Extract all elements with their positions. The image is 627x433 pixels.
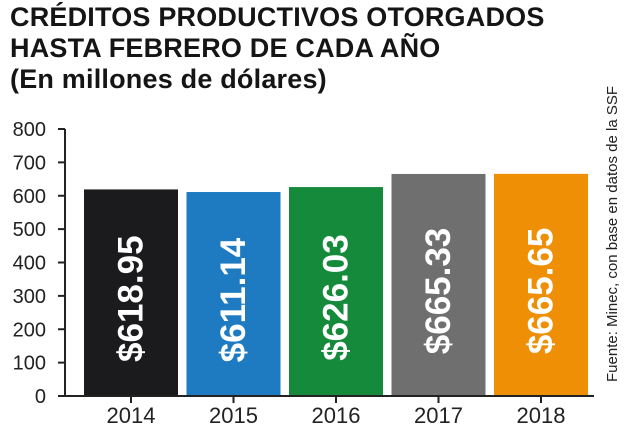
y-tick-label: 500 — [13, 219, 46, 241]
bar-value-label: $618.95 — [112, 235, 151, 362]
bar-value-label: $626.03 — [317, 234, 356, 361]
y-tick-label: 400 — [13, 253, 46, 275]
title-line-1: CRÉDITOS PRODUCTIVOS OTORGADOS — [10, 2, 545, 32]
bar-2018 — [494, 173, 588, 396]
bar-2015 — [186, 192, 281, 396]
bar-2014 — [84, 189, 178, 396]
x-axis: 2014 2015 2016 2017 2018 — [58, 395, 594, 428]
x-category-label: 2017 — [414, 403, 463, 428]
x-category-label: 2014 — [107, 403, 156, 428]
y-axis: 0 100 200 300 400 500 600 700 800 — [13, 119, 66, 408]
title-line-2: HASTA FEBRERO DE CADA AÑO — [10, 33, 441, 63]
x-category-label: 2015 — [209, 403, 258, 428]
y-tick-label: 800 — [13, 119, 46, 141]
y-tick-label: 100 — [13, 353, 46, 375]
bar-2016 — [289, 187, 383, 396]
bar-2017 — [391, 173, 486, 396]
bar-value-label: $611.14 — [214, 237, 253, 362]
x-category-label: 2016 — [312, 403, 361, 428]
y-tick-label: 0 — [35, 386, 46, 408]
y-tick-label: 600 — [13, 186, 46, 208]
bar-value-label: $665.33 — [419, 228, 458, 355]
chart-title: CRÉDITOS PRODUCTIVOS OTORGADOS HASTA FEB… — [10, 2, 600, 95]
x-category-label: 2018 — [517, 403, 566, 428]
title-line-3: (En millones de dólares) — [10, 64, 327, 94]
bars: $618.95 $611.14 $626.03 $665.33 $665.65 — [84, 173, 588, 396]
bar-value-label: $665.65 — [522, 228, 561, 355]
y-tick-label: 300 — [13, 286, 46, 308]
y-tick-label: 200 — [13, 319, 46, 341]
y-tick-label: 700 — [13, 152, 46, 174]
